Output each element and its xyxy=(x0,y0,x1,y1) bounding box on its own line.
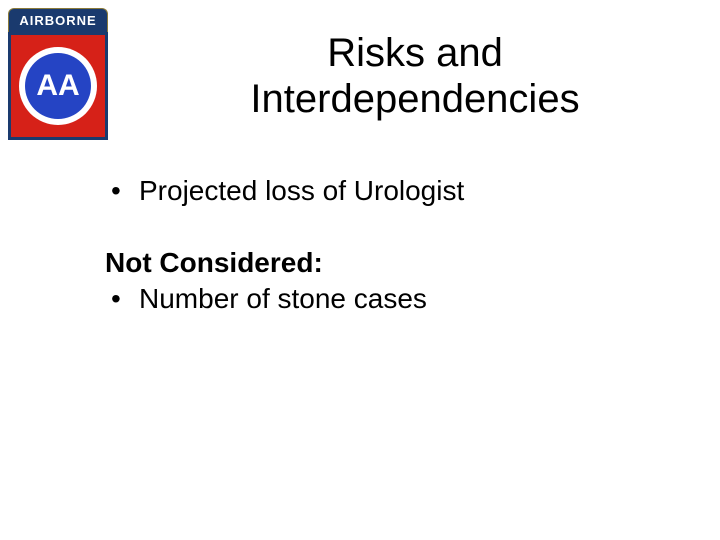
airborne-logo: AIRBORNE AA xyxy=(8,8,108,140)
airborne-patch: AA xyxy=(8,32,108,140)
airborne-tab: AIRBORNE xyxy=(8,8,108,32)
title-line-1: Risks and xyxy=(327,31,503,75)
bullet-item: • Number of stone cases xyxy=(105,283,680,315)
subheading: Not Considered: xyxy=(105,247,680,279)
title-line-2: Interdependencies xyxy=(250,77,579,121)
bullet-item: • Projected loss of Urologist xyxy=(105,175,680,207)
slide-body: • Projected loss of Urologist Not Consid… xyxy=(105,175,680,321)
patch-outer-circle: AA xyxy=(19,47,97,125)
patch-inner-circle: AA xyxy=(25,53,91,119)
bullet-dot-icon: • xyxy=(105,283,139,315)
slide-title: Risks and Interdependencies xyxy=(150,30,680,122)
patch-monogram: AA xyxy=(36,69,79,103)
bullet-text: Number of stone cases xyxy=(139,283,427,315)
bullet-text: Projected loss of Urologist xyxy=(139,175,464,207)
bullet-dot-icon: • xyxy=(105,175,139,207)
